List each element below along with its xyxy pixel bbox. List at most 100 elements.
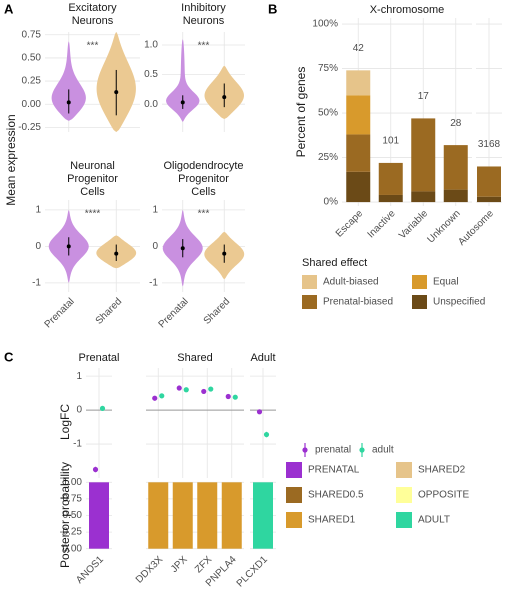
panel-title: Neurons <box>183 15 225 27</box>
legend-swatch <box>286 512 302 528</box>
bar-segment <box>346 171 371 203</box>
bar-segment <box>443 189 468 203</box>
panel-label: C <box>4 349 14 364</box>
bar <box>89 482 109 549</box>
panel-title: Neuronal <box>70 160 115 172</box>
legend-swatch <box>302 295 317 309</box>
y-tick-label: 0% <box>324 197 339 208</box>
legend-label: PRENATAL <box>308 465 360 476</box>
point <box>99 405 106 412</box>
y-tick-label: 0.5 <box>144 69 158 80</box>
legend-label: Adult-biased <box>323 277 379 288</box>
bar <box>197 482 218 549</box>
significance: *** <box>87 41 99 52</box>
y-tick-label: 0.50 <box>63 510 83 521</box>
point <box>256 409 263 415</box>
legend-swatch <box>302 275 317 289</box>
y-tick-label: 0.50 <box>22 53 42 64</box>
panel-title: Cells <box>191 186 216 198</box>
facet-title: Shared <box>177 352 212 364</box>
point <box>183 387 189 393</box>
y-axis-label: Mean expression <box>4 114 18 205</box>
bar-segment <box>477 166 501 197</box>
count-label: 42 <box>353 43 365 54</box>
y-tick-label: 1 <box>152 204 158 215</box>
median-point <box>180 246 185 251</box>
count-label: 101 <box>382 136 399 147</box>
x-tick-label: Prenatal <box>157 296 191 330</box>
bar-segment <box>477 196 501 203</box>
bar-segment <box>378 194 403 203</box>
median-point <box>222 251 227 256</box>
panel-title: Neurons <box>72 15 114 27</box>
x-tick-label: Inactive <box>366 208 398 240</box>
legend-symbol <box>302 447 308 453</box>
y-tick-label: 0.00 <box>22 99 42 110</box>
y-tick-label: 1.00 <box>63 477 83 488</box>
y-tick-label: 0 <box>76 405 82 416</box>
x-tick-label: Prenatal <box>43 296 77 330</box>
legend-swatch <box>396 487 412 503</box>
point <box>225 393 231 400</box>
significance: **** <box>85 209 101 220</box>
y-axis-label: LogFC <box>58 404 72 440</box>
legend-swatch <box>412 295 427 309</box>
point <box>263 431 270 438</box>
y-tick-label: 1 <box>35 204 41 215</box>
significance: *** <box>198 209 210 220</box>
count-label: 17 <box>418 91 430 102</box>
bar-segment <box>411 191 436 203</box>
x-tick-label: PLCXD1 <box>235 554 271 590</box>
bar-segment <box>411 118 436 192</box>
legend-label: Equal <box>433 277 459 288</box>
y-tick-label: -1 <box>32 278 41 289</box>
legend-swatch <box>396 462 412 478</box>
y-tick-label: 1 <box>76 371 82 382</box>
bar-segment <box>346 70 371 96</box>
x-tick-label: Shared <box>94 296 125 327</box>
point <box>176 385 182 391</box>
panel-label: B <box>268 1 277 16</box>
point <box>208 386 214 392</box>
x-tick-label: ZFX <box>193 554 214 575</box>
median-point <box>114 90 119 95</box>
legend-label: OPPOSITE <box>418 490 469 501</box>
point <box>152 395 158 401</box>
point <box>92 466 99 473</box>
point <box>159 393 165 399</box>
y-tick-label: 0.75 <box>63 494 83 505</box>
y-tick-label: 0.75 <box>22 29 42 40</box>
panel-title: Progenitor <box>178 173 229 185</box>
facet-title: Prenatal <box>79 352 120 364</box>
violin <box>166 39 200 122</box>
panel-title: Excitatory <box>68 2 117 14</box>
legend-label: SHARED0.5 <box>308 490 364 501</box>
x-tick-label: Shared <box>202 296 233 327</box>
legend-swatch <box>286 487 302 503</box>
panel-title: Oligodendrocyte <box>163 160 243 172</box>
bar <box>253 482 273 549</box>
y-tick-label: 0.00 <box>63 543 83 554</box>
legend-label: Unspecified <box>433 297 485 308</box>
y-tick-label: 0 <box>152 241 158 252</box>
bar <box>148 482 169 549</box>
y-tick-label: 0.25 <box>63 527 83 538</box>
x-tick-label: Escape <box>334 208 366 240</box>
median-point <box>114 251 119 256</box>
count-label: 3168 <box>478 139 501 150</box>
violin <box>51 41 86 121</box>
bar-segment <box>346 95 371 135</box>
panel-title: Inhibitory <box>181 2 226 14</box>
legend-label: ADULT <box>418 515 450 526</box>
legend-swatch <box>412 275 427 289</box>
median-point <box>66 244 71 249</box>
y-tick-label: 50% <box>318 108 338 119</box>
panel-title: Cells <box>80 186 105 198</box>
median-point <box>180 100 185 105</box>
bar <box>221 482 242 549</box>
x-tick-label: Autosome <box>456 208 496 248</box>
legend-label: Prenatal-biased <box>323 297 393 308</box>
legend-label: SHARED1 <box>308 515 356 526</box>
